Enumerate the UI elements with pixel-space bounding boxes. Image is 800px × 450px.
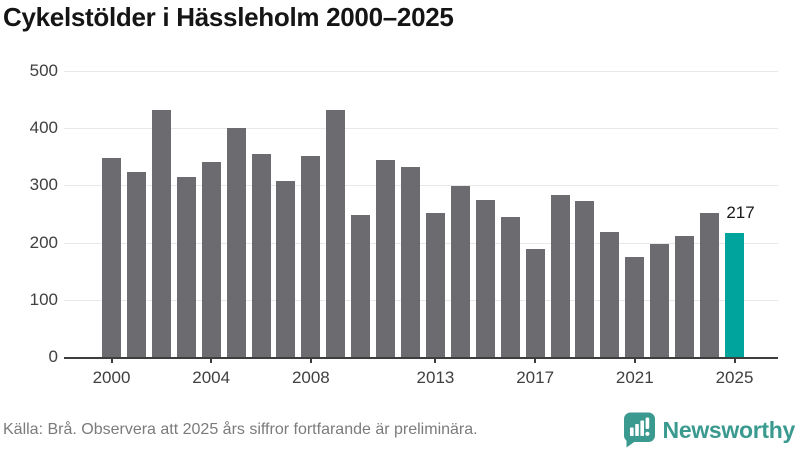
y-axis-label-0: 0 — [48, 347, 58, 366]
bar-2020 — [600, 232, 620, 357]
gridline-100 — [64, 299, 778, 301]
bar-2013 — [425, 212, 445, 357]
plot-area: 2000 2004 2008 2013 2017 2021 2025 217 — [64, 71, 778, 387]
x-axis-label-2025: 2025 — [715, 368, 754, 387]
bar-2015 — [475, 200, 495, 357]
source-note: Källa: Brå. Observera att 2025 års siffr… — [3, 421, 478, 438]
bar-2001 — [126, 172, 146, 357]
y-axis-label-100: 100 — [29, 289, 58, 309]
bar-2000 — [102, 157, 121, 357]
x-axis-tick-2013 — [434, 357, 437, 363]
bar-2006 — [251, 153, 271, 357]
bar-2024 — [700, 212, 720, 357]
y-axis-label-300: 300 — [29, 175, 58, 195]
highlight-value-label: 217 — [726, 202, 755, 222]
x-axis-tick-2025 — [733, 357, 736, 363]
bar-2018 — [550, 195, 570, 357]
x-axis-tick-2004 — [210, 357, 213, 363]
gridline-400 — [64, 128, 778, 130]
bar-2003 — [176, 176, 196, 357]
newsworthy-logo[interactable]: Newsworthy — [623, 412, 795, 448]
x-axis-tick-2000 — [110, 357, 113, 363]
newsworthy-logo-icon — [623, 412, 656, 448]
bar-2023 — [675, 235, 695, 357]
bar-2021 — [625, 256, 645, 357]
bar-2005 — [226, 128, 246, 357]
bar-2002 — [151, 109, 171, 357]
bar-2008 — [301, 155, 321, 357]
x-axis-tick-2017 — [534, 357, 537, 363]
x-axis-label-2000: 2000 — [92, 368, 131, 387]
gridline-200 — [64, 242, 778, 244]
y-axis-label-400: 400 — [29, 118, 58, 138]
x-axis-label-2008: 2008 — [291, 368, 330, 387]
bar-2012 — [401, 166, 421, 357]
x-axis-label-2004: 2004 — [192, 368, 231, 387]
bar-2022 — [650, 243, 670, 357]
bar-2016 — [500, 217, 520, 357]
gridline-500 — [64, 71, 778, 72]
gridline-300 — [64, 185, 778, 187]
bar-2011 — [376, 159, 396, 357]
x-axis-label-2013: 2013 — [416, 368, 455, 387]
y-axis-label-200: 200 — [29, 232, 58, 252]
bar-2010 — [351, 214, 371, 357]
x-axis-label-2017: 2017 — [516, 368, 555, 387]
bar-2025 — [725, 232, 744, 357]
bar-2017 — [525, 249, 545, 357]
bar-2009 — [326, 109, 346, 357]
y-axis-label-500: 500 — [29, 61, 58, 80]
bar-2004 — [201, 161, 221, 357]
x-axis-line — [64, 357, 778, 359]
bar-2019 — [575, 201, 595, 357]
newsworthy-wordmark: Newsworthy — [662, 416, 796, 443]
chart-footer: Källa: Brå. Observera att 2025 års siffr… — [3, 412, 795, 448]
bar-2007 — [276, 181, 296, 357]
chart-title: Cykelstölder i Hässleholm 2000–2025 — [3, 2, 454, 32]
bar-2014 — [450, 185, 470, 357]
x-axis-tick-2021 — [633, 357, 636, 363]
x-axis-tick-2008 — [309, 357, 312, 363]
x-axis-label-2021: 2021 — [615, 368, 654, 387]
